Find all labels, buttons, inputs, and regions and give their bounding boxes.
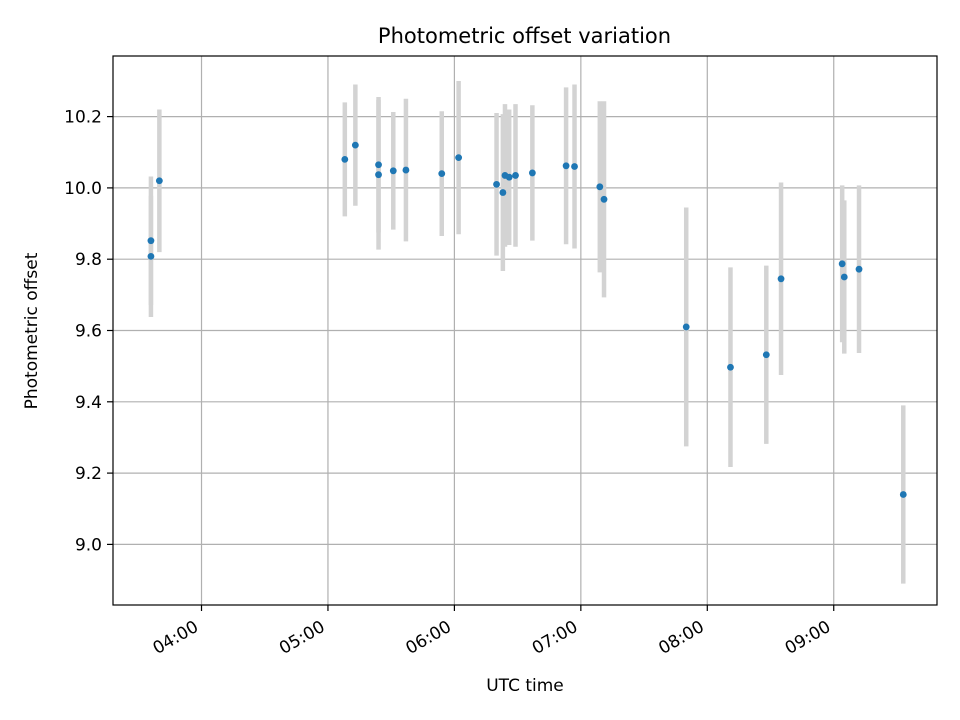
y-tick-label: 9.4 [75, 393, 102, 413]
y-tick-label: 9.8 [75, 250, 102, 270]
data-point [512, 172, 519, 179]
data-point [375, 161, 382, 169]
axis-ticks: 04:00 05:00 06:00 07:00 08:00 09:00 9.0 9.2 9.4 9… [64, 108, 835, 659]
y-tick-label: 9.6 [75, 322, 102, 342]
data-point [351, 141, 359, 149]
x-tick-label: 08:00 [655, 617, 707, 659]
data-point [777, 275, 785, 283]
y-axis-label: Photometric offset [22, 252, 42, 409]
data-point [155, 177, 163, 185]
x-tick-label: 07:00 [529, 617, 581, 659]
data-point [855, 265, 863, 273]
data-point [402, 166, 410, 174]
y-tick-label: 10.2 [64, 108, 102, 128]
data-point [375, 171, 382, 179]
data-point [840, 273, 848, 281]
x-tick-label: 05:00 [276, 617, 328, 659]
data-point [455, 154, 463, 162]
data-point [493, 180, 500, 188]
data-point [600, 195, 608, 203]
data-point [682, 323, 690, 331]
data-point [147, 237, 155, 245]
data-point [899, 491, 907, 498]
data-point [562, 162, 570, 170]
data-point [505, 173, 513, 181]
x-tick-label: 04:00 [150, 617, 202, 659]
y-tick-label: 9.2 [75, 464, 102, 484]
data-points [147, 141, 907, 498]
x-axis-label: UTC time [486, 676, 564, 696]
data-point [389, 167, 397, 175]
data-point [571, 163, 578, 170]
chart-title: Photometric offset variation [378, 24, 671, 48]
data-point [341, 155, 349, 163]
error-bars [148, 80, 906, 584]
grid [113, 56, 937, 605]
data-point [528, 169, 536, 177]
data-point [727, 363, 734, 371]
y-tick-label: 10.0 [64, 179, 102, 199]
data-point [838, 260, 846, 268]
data-point [147, 252, 155, 260]
data-point [596, 183, 604, 191]
x-tick-label: 06:00 [402, 617, 454, 659]
y-tick-label: 9.0 [75, 535, 102, 555]
x-tick-label: 09:00 [782, 617, 834, 659]
data-point [499, 189, 507, 196]
data-point [438, 170, 446, 178]
data-point [762, 351, 770, 359]
